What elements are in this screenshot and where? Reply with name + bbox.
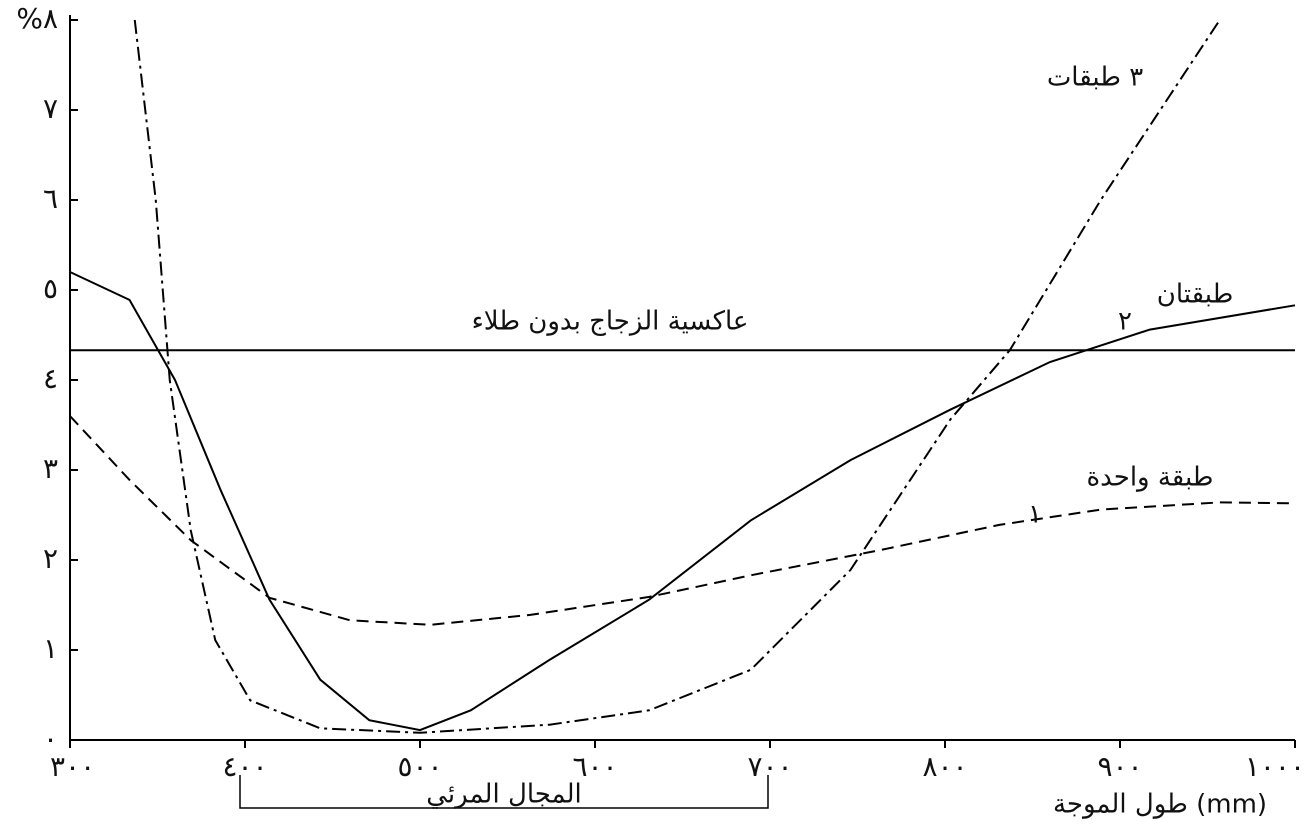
x-tick-label: ٦٠٠ <box>572 750 617 783</box>
x-tick-label: ٩٠٠ <box>1097 750 1142 783</box>
y-tick-label: %٨ <box>16 2 58 35</box>
series-label: عاكسية الزجاج بدون طلاء <box>472 307 749 337</box>
series-label: طبقتان <box>1157 280 1234 310</box>
x-tick-label: ٣٠٠ <box>50 750 95 783</box>
x-tick-label: ٨٠٠ <box>922 750 967 783</box>
series-line <box>69 271 1296 732</box>
series-label: طبقة واحدة <box>1086 463 1213 493</box>
x-tick-label: ٥٠٠ <box>397 750 442 783</box>
series-number: ١ <box>1028 500 1042 530</box>
y-tick-label: ٤ <box>43 362 58 395</box>
x-tick-label: ١٠٠٠ <box>1245 750 1305 783</box>
y-tick-label: ٥ <box>43 272 58 305</box>
series-line <box>69 415 1296 626</box>
series-number: ٢ <box>1118 307 1132 337</box>
visible-range-bracket <box>239 775 769 809</box>
visible-range-label: المجال المرئي <box>426 780 581 810</box>
series-label: ٣ طبقات <box>1047 63 1143 93</box>
y-tick-label: ٢ <box>43 542 58 575</box>
x-axis-label: طول الموجة (mm) <box>1053 790 1267 820</box>
y-tick-label: ٦ <box>43 182 58 215</box>
series-line <box>133 19 1221 734</box>
x-tick-label: ٤٠٠ <box>222 750 267 783</box>
x-tick-label: ٧٠٠ <box>747 750 792 783</box>
y-tick-label: ٧ <box>43 92 58 125</box>
y-tick-label: ٣ <box>43 452 58 485</box>
y-tick-label: ٠ <box>43 722 58 755</box>
y-tick-label: ١ <box>43 632 58 665</box>
